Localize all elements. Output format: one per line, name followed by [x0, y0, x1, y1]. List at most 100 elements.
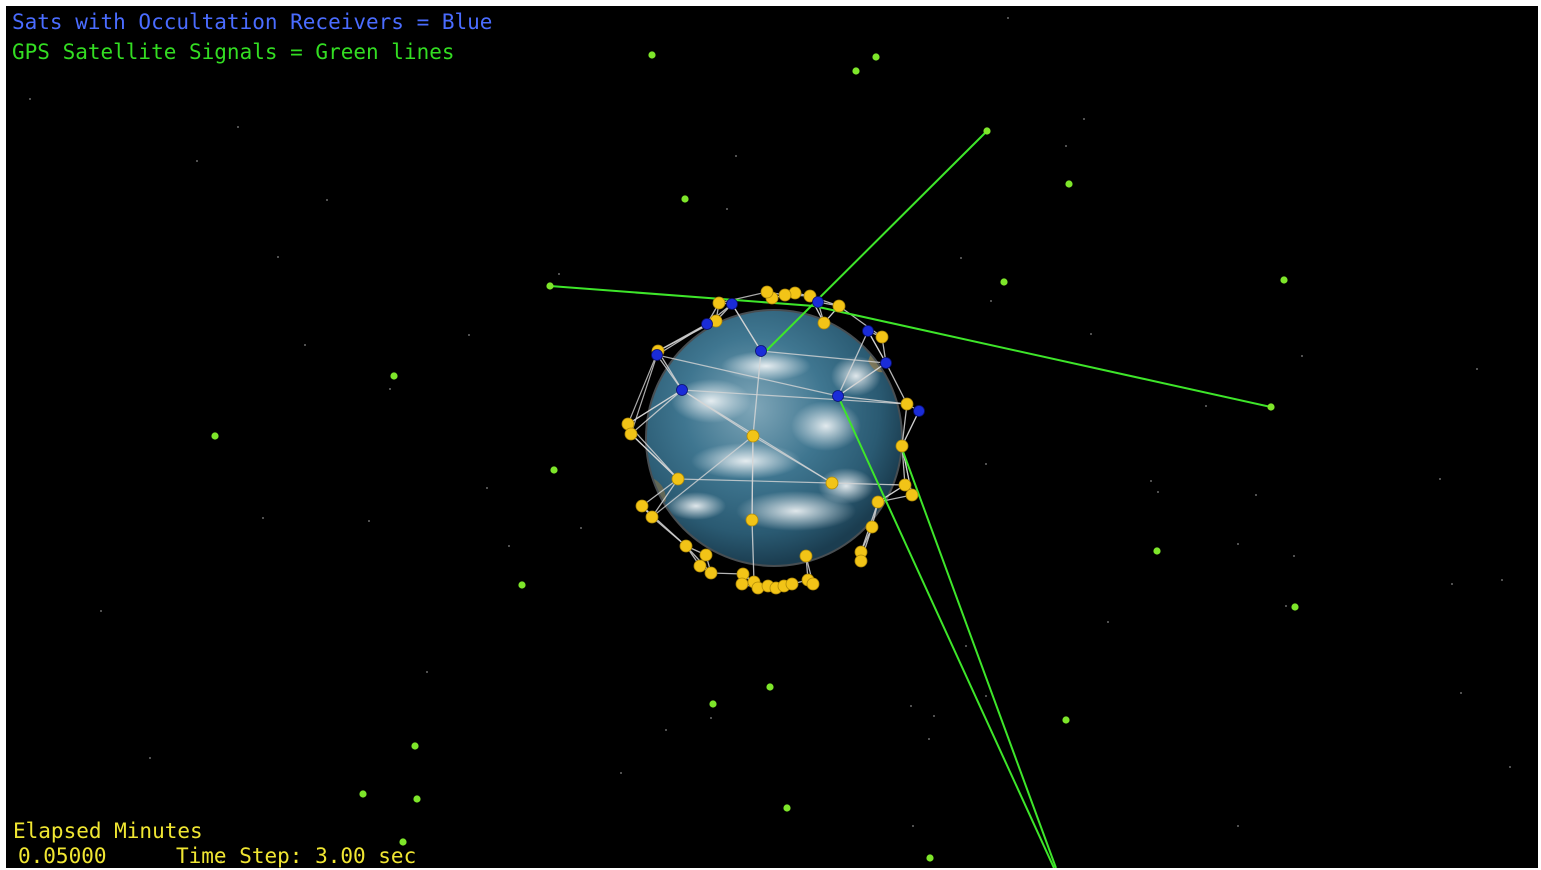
leo-satellite-icon — [745, 513, 759, 527]
orbit-link — [677, 478, 833, 484]
gps-satellite-icon — [926, 854, 934, 862]
star — [985, 695, 987, 697]
orbit-link — [760, 350, 887, 364]
star — [1237, 825, 1239, 827]
star — [1157, 491, 1159, 493]
orbit-link — [867, 330, 887, 364]
orbit-link — [831, 482, 906, 486]
star — [1255, 494, 1257, 496]
gps-satellite-icon — [1267, 403, 1275, 411]
orbit-link — [885, 362, 908, 405]
gps-satellite-icon — [783, 804, 791, 812]
star — [928, 738, 930, 740]
orbit-link — [656, 354, 683, 391]
gps-satellite-icon — [709, 700, 717, 708]
orbit-link — [752, 350, 762, 437]
orbit-link — [837, 330, 869, 397]
occultation-receiver-icon — [913, 405, 925, 417]
orbit-link — [630, 433, 679, 480]
background-stars — [29, 17, 1511, 862]
gps-satellite-icon — [681, 195, 689, 203]
star — [486, 487, 488, 489]
orbit-link — [681, 389, 908, 405]
occultation-receiver-icon — [726, 298, 738, 310]
orbit-link — [651, 516, 687, 547]
star — [620, 772, 622, 774]
leo-satellite-icon — [624, 427, 638, 441]
star — [508, 545, 510, 547]
occultation-receiver-icon — [676, 384, 688, 396]
star — [1439, 478, 1441, 480]
leo-satellite-icon — [760, 285, 774, 299]
gps-satellite-icon — [550, 466, 558, 474]
star — [262, 517, 264, 519]
orbit-link — [837, 395, 908, 405]
gps-satellites — [211, 51, 1299, 862]
orbit-link — [651, 478, 679, 518]
star — [1107, 621, 1109, 623]
star — [29, 98, 31, 100]
orbit-link — [901, 410, 920, 447]
orbit-link — [627, 389, 683, 425]
star — [985, 463, 987, 465]
gps-satellite-icon — [1280, 276, 1288, 284]
gps-signal-lines — [549, 130, 1272, 868]
leo-satellite-icon — [825, 476, 839, 490]
occultation-receiver-icon — [651, 349, 663, 361]
earth-globe — [645, 309, 903, 567]
star — [912, 825, 914, 827]
leo-satellite-icon — [905, 488, 919, 502]
star — [1237, 543, 1239, 545]
gps-satellite-icon — [211, 432, 219, 440]
orbit-link — [656, 323, 708, 356]
gps-signal-line — [765, 130, 988, 352]
leo-satellite-icon — [875, 330, 889, 344]
simulation-viewport[interactable]: Sats with Occultation Receivers = Blue G… — [6, 6, 1538, 868]
star — [960, 257, 962, 259]
leo-satellite-icon — [799, 549, 813, 563]
star — [665, 729, 667, 731]
orbit-link — [838, 305, 883, 338]
star — [735, 155, 737, 157]
orbit-link — [901, 403, 908, 447]
legend-occultation-receivers: Sats with Occultation Receivers = Blue — [12, 10, 493, 34]
gps-satellite-icon — [648, 51, 656, 59]
gps-signal-line — [837, 395, 1055, 868]
occultation-receiver-icon — [880, 357, 892, 369]
star — [1285, 605, 1287, 607]
orbit-link — [651, 435, 754, 518]
gps-satellite-icon — [390, 372, 398, 380]
gps-satellite-icon — [983, 127, 991, 135]
gps-satellite-icon — [399, 838, 407, 846]
occultation-receiver-icon — [755, 345, 767, 357]
star — [326, 199, 328, 201]
star — [1205, 405, 1207, 407]
star — [1293, 555, 1295, 557]
star — [468, 334, 470, 336]
star — [1090, 333, 1092, 335]
star — [1509, 766, 1511, 768]
gps-satellite-icon — [1291, 603, 1299, 611]
occultation-receiver-icon — [862, 325, 874, 337]
occultation-receiver-icon — [701, 318, 713, 330]
star — [965, 645, 967, 647]
leo-satellite-icon — [817, 316, 831, 330]
legend-gps-signals: GPS Satellite Signals = Green lines — [12, 40, 455, 64]
leo-satellite-icon — [712, 296, 726, 310]
gps-satellite-icon — [766, 683, 774, 691]
star — [1007, 17, 1009, 19]
star — [910, 705, 912, 707]
leo-satellite-icon — [746, 429, 760, 443]
gps-signal-line — [813, 305, 1272, 408]
orbit-link — [630, 389, 683, 435]
leo-satellite-icon — [871, 495, 885, 509]
orbit-link — [837, 362, 887, 397]
orbit-scene[interactable] — [6, 6, 1538, 868]
orbit-link — [751, 519, 755, 583]
occultation-receiver-icon — [832, 390, 844, 402]
star — [304, 344, 306, 346]
leo-satellite-icon — [900, 397, 914, 411]
star — [1451, 583, 1453, 585]
leo-satellite-icon — [645, 510, 659, 524]
gps-satellite-icon — [872, 53, 880, 61]
